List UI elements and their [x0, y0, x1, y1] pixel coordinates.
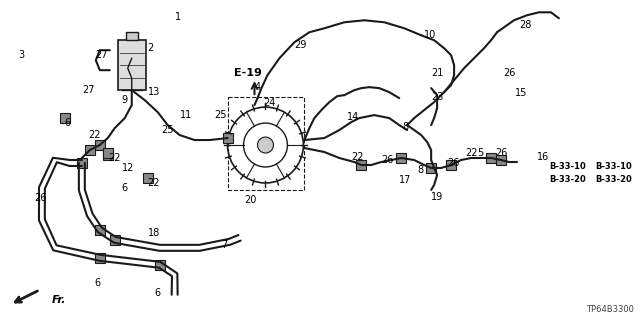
- Text: 26: 26: [34, 193, 46, 203]
- Bar: [496, 155, 506, 165]
- Text: 26: 26: [495, 148, 508, 158]
- Bar: [60, 113, 70, 123]
- Text: 6: 6: [122, 183, 128, 193]
- Text: 21: 21: [431, 68, 444, 78]
- Bar: [228, 97, 305, 190]
- Text: 6: 6: [155, 288, 161, 298]
- Text: 19: 19: [431, 192, 444, 202]
- Text: 9: 9: [122, 95, 128, 105]
- Text: 4: 4: [255, 82, 260, 92]
- Bar: [77, 158, 87, 168]
- Text: 23: 23: [431, 92, 444, 102]
- Text: 8: 8: [402, 122, 408, 132]
- Text: 6: 6: [95, 278, 101, 288]
- Text: 25: 25: [162, 125, 174, 135]
- Bar: [103, 150, 113, 160]
- Text: TP64B3300: TP64B3300: [586, 305, 634, 314]
- Text: B-33-20: B-33-20: [549, 175, 586, 184]
- Bar: [95, 253, 105, 263]
- Bar: [95, 225, 105, 235]
- Bar: [155, 260, 164, 270]
- Text: 22: 22: [465, 148, 477, 158]
- Text: E-19: E-19: [234, 68, 262, 78]
- Bar: [143, 173, 153, 183]
- Text: 10: 10: [424, 30, 436, 40]
- Circle shape: [257, 137, 273, 153]
- Bar: [95, 140, 105, 150]
- Bar: [446, 160, 456, 170]
- Text: 11: 11: [180, 110, 192, 120]
- Bar: [486, 153, 496, 163]
- Text: 26: 26: [381, 155, 394, 165]
- Text: 12: 12: [122, 163, 134, 173]
- Text: 22: 22: [108, 153, 120, 163]
- Text: B-33-20: B-33-20: [595, 175, 632, 184]
- Text: 27: 27: [82, 85, 94, 95]
- Text: 18: 18: [148, 228, 160, 238]
- Bar: [85, 145, 95, 155]
- Text: 20: 20: [244, 195, 257, 205]
- Text: 27: 27: [95, 50, 108, 60]
- Text: 16: 16: [537, 152, 549, 162]
- Text: 14: 14: [348, 112, 360, 122]
- Text: 22: 22: [88, 130, 100, 140]
- Text: 2: 2: [148, 43, 154, 53]
- Bar: [118, 40, 146, 90]
- Text: 6: 6: [65, 118, 71, 128]
- Text: 26: 26: [447, 158, 460, 168]
- Text: 28: 28: [519, 20, 531, 30]
- Text: 17: 17: [399, 175, 412, 185]
- Bar: [356, 160, 366, 170]
- Text: 25: 25: [214, 110, 227, 120]
- Text: 1: 1: [175, 12, 180, 22]
- Text: B-33-10: B-33-10: [549, 162, 586, 171]
- Text: 3: 3: [18, 50, 24, 60]
- Text: 22: 22: [351, 152, 364, 162]
- Bar: [110, 235, 120, 245]
- Text: 8: 8: [417, 165, 423, 175]
- Text: 5: 5: [477, 148, 483, 158]
- Text: Fr.: Fr.: [52, 295, 67, 305]
- Text: 26: 26: [503, 68, 515, 78]
- Text: 7: 7: [221, 240, 228, 250]
- Text: 15: 15: [515, 88, 527, 98]
- Text: 22: 22: [148, 178, 160, 188]
- Bar: [125, 32, 138, 40]
- Text: 29: 29: [294, 40, 307, 50]
- Bar: [396, 153, 406, 163]
- Bar: [223, 133, 232, 143]
- Bar: [103, 148, 113, 158]
- Text: B-33-10: B-33-10: [595, 162, 632, 171]
- Text: 24: 24: [264, 98, 276, 108]
- Text: 13: 13: [148, 87, 160, 97]
- Bar: [426, 163, 436, 173]
